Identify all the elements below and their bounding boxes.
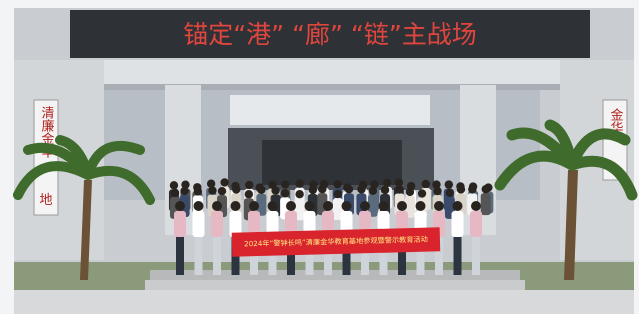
person-head: [286, 201, 296, 211]
person-head: [231, 201, 241, 211]
person-head: [345, 185, 353, 193]
person-legs: [472, 233, 480, 275]
person-head: [180, 187, 188, 195]
person-head: [323, 201, 333, 211]
person-head: [418, 189, 426, 197]
person-head: [334, 190, 342, 198]
person-head: [295, 179, 303, 187]
person-head: [453, 201, 463, 211]
person-head: [309, 186, 317, 194]
side-sign-text: 地: [39, 193, 52, 208]
person-head: [446, 189, 454, 197]
step: [150, 270, 520, 280]
person-head: [406, 188, 414, 196]
person-legs: [213, 233, 221, 275]
person-head: [471, 201, 481, 211]
person-head: [381, 186, 389, 194]
step: [145, 280, 525, 290]
person-head: [434, 201, 444, 211]
led-text: 锚定“港” “廊” “链”主战场: [183, 20, 477, 49]
person-head: [208, 186, 216, 194]
person-head: [281, 189, 289, 197]
person-body: [481, 193, 491, 215]
person-head: [357, 185, 365, 193]
entrance-door: [262, 140, 402, 185]
photo: 锚定“港” “廊” “链”主战场 清廉金华 地 金华 2024年“警钟长鸣”清廉…: [0, 0, 639, 314]
person-head: [342, 201, 352, 211]
person-head: [257, 186, 265, 194]
person-head: [445, 180, 453, 188]
person-head: [175, 201, 185, 211]
person-body: [174, 211, 186, 237]
person-head: [268, 201, 278, 211]
person-head: [212, 201, 222, 211]
person-head: [281, 180, 289, 188]
overhang: [14, 60, 634, 85]
person-head: [271, 186, 279, 194]
person-body: [470, 211, 482, 237]
person-legs: [195, 233, 203, 275]
person-head: [170, 181, 178, 189]
person-head: [369, 187, 377, 195]
person-head: [416, 201, 426, 211]
person-head: [295, 190, 303, 198]
person-head: [171, 189, 179, 197]
person-head: [305, 201, 315, 211]
person-head: [395, 185, 403, 193]
person-head: [318, 185, 326, 193]
person-head: [457, 185, 465, 193]
person-head: [360, 201, 370, 211]
overhang-shadow: [14, 84, 634, 90]
person-body: [452, 211, 464, 237]
ground: [14, 290, 634, 314]
person-head: [194, 201, 204, 211]
person-body: [193, 211, 205, 237]
person-body: [211, 211, 223, 237]
person-head: [220, 178, 228, 186]
person-head: [245, 181, 253, 189]
upper-panel: [230, 95, 430, 125]
person-head: [482, 185, 490, 193]
person-head: [383, 179, 391, 187]
person-head: [397, 201, 407, 211]
person-head: [422, 180, 430, 188]
person-head: [232, 185, 240, 193]
person-head: [433, 187, 441, 195]
person-head: [194, 187, 202, 195]
person-legs: [176, 233, 184, 275]
person-head: [333, 180, 341, 188]
person-head: [245, 190, 253, 198]
person-head: [249, 201, 259, 211]
person-head: [218, 187, 226, 195]
person-legs: [454, 233, 462, 275]
person-head: [379, 201, 389, 211]
person-head: [468, 185, 476, 193]
